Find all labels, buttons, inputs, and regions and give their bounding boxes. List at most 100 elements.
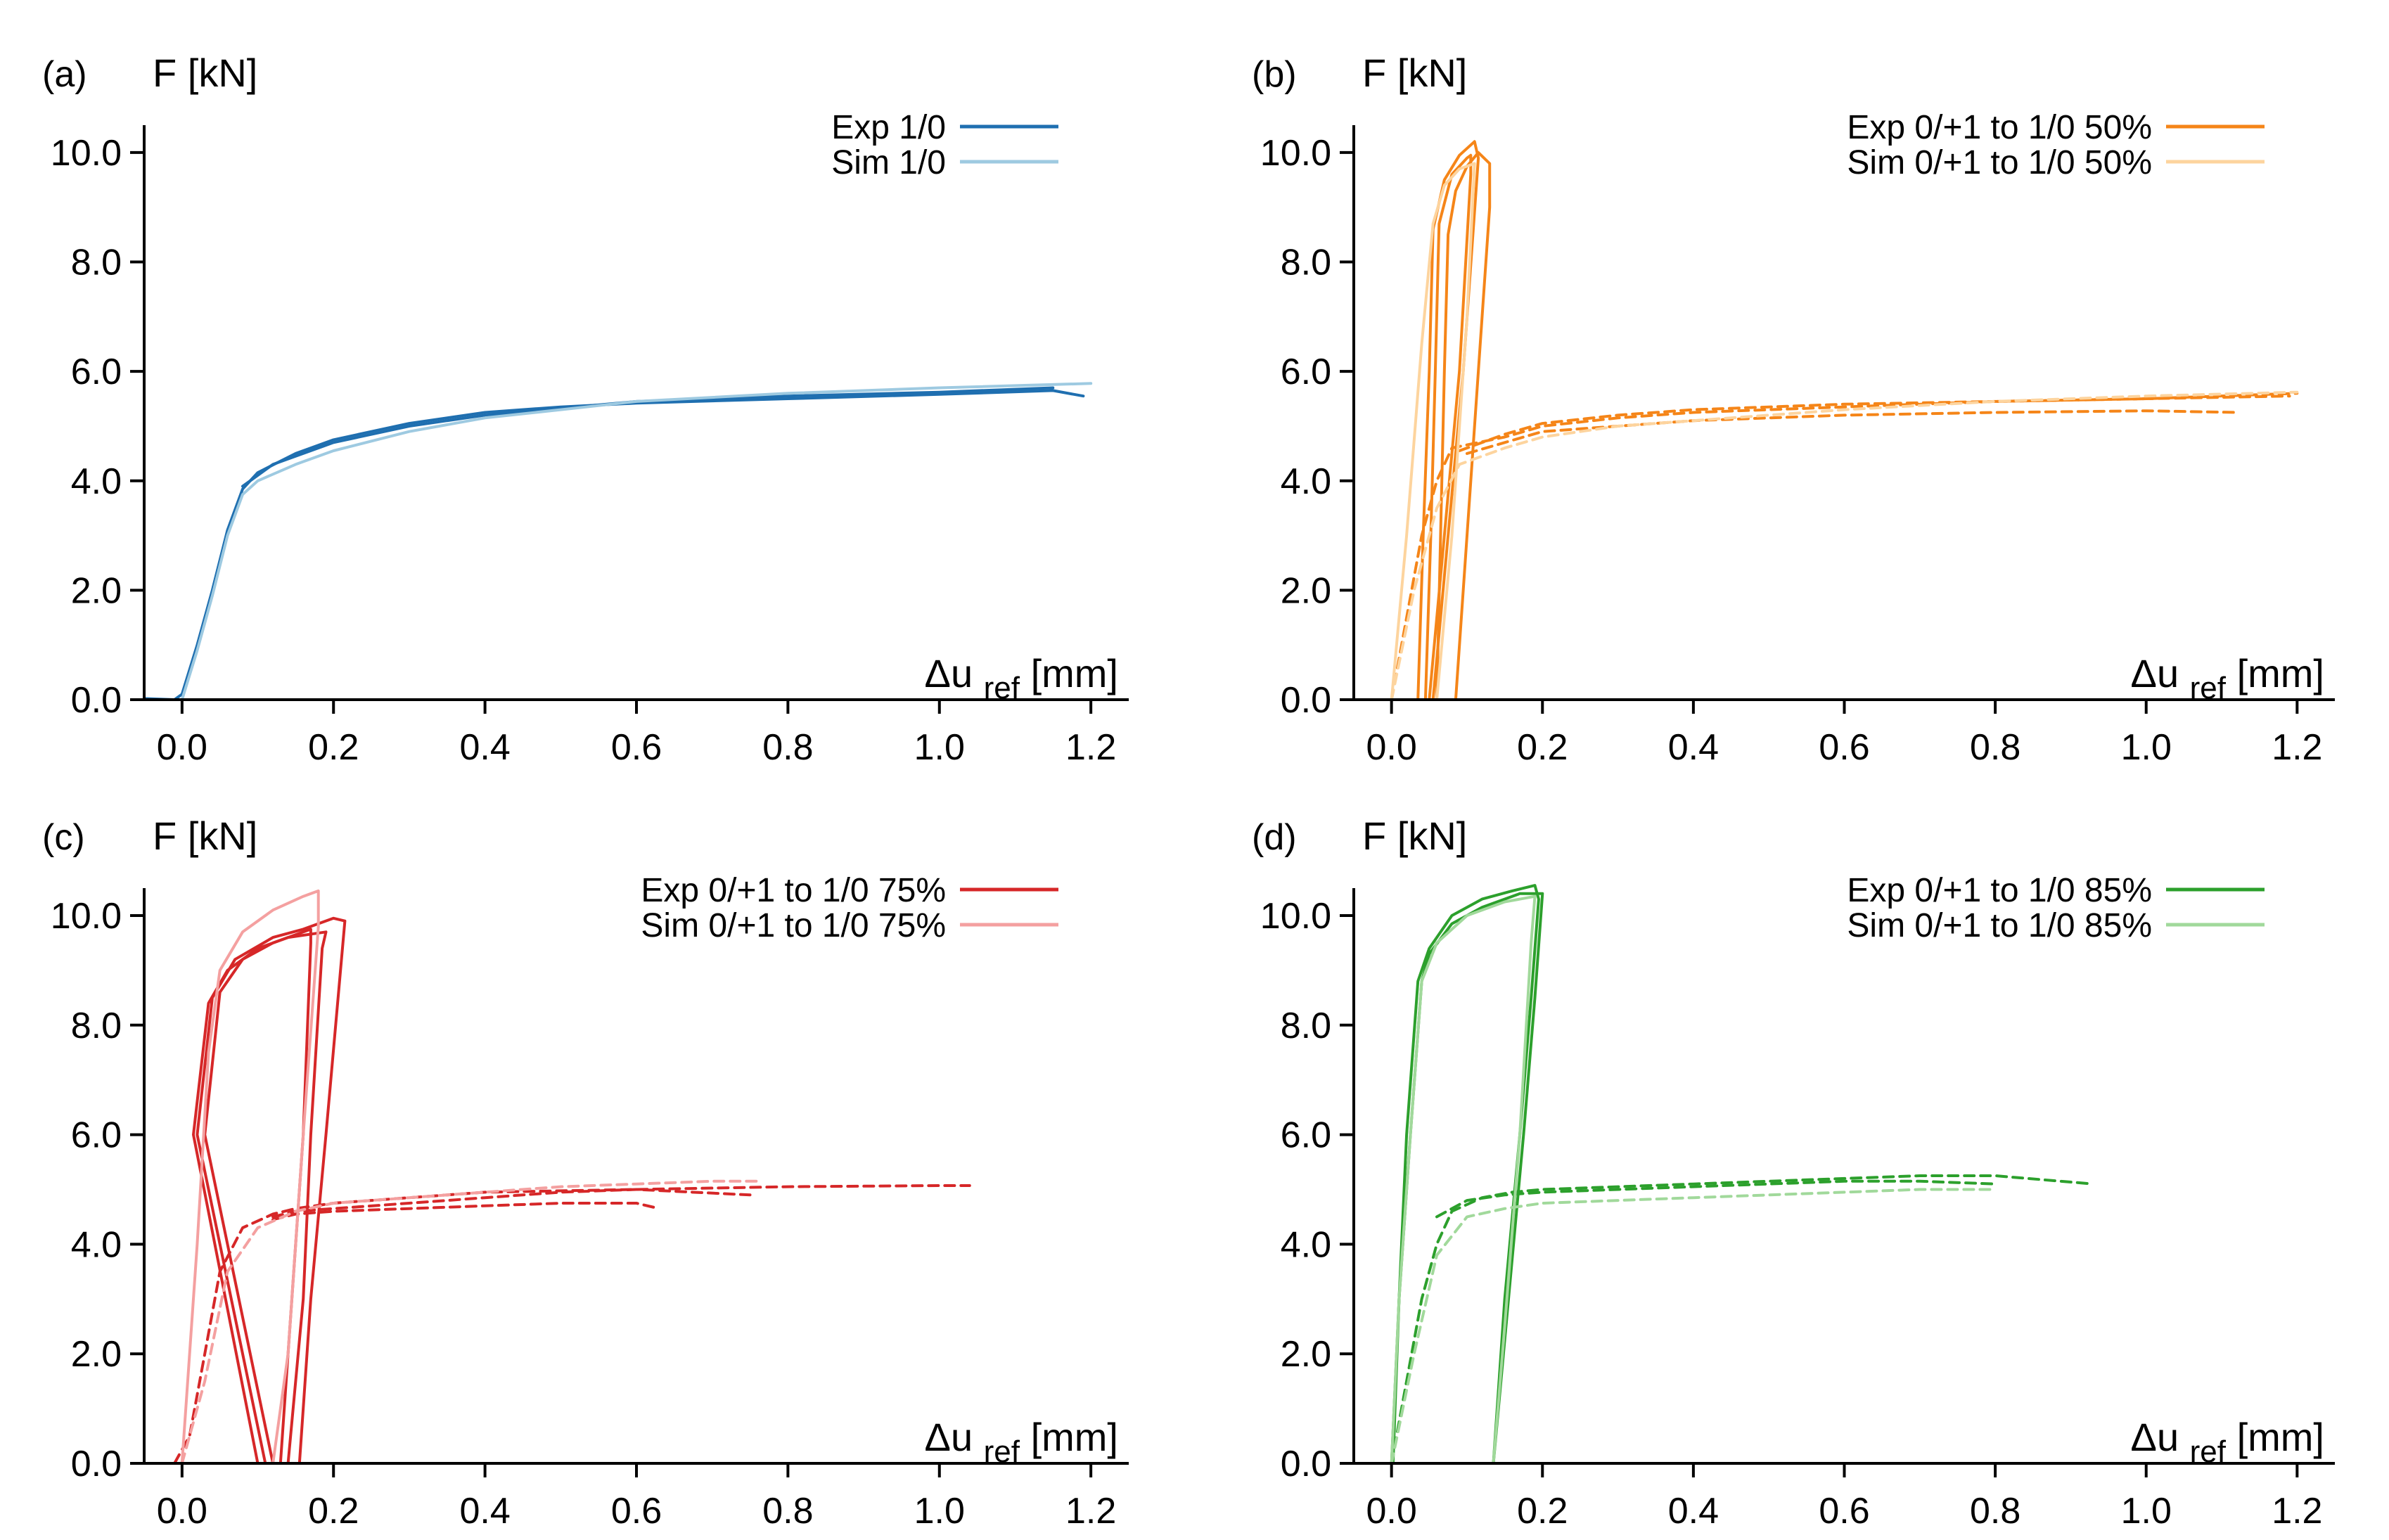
x-axis-title: Δu ref [mm] (2131, 1415, 2324, 1469)
x-tick-label: 1.0 (914, 727, 965, 768)
y-tick-label: 4.0 (1281, 1224, 1331, 1265)
x-axis-title-subscript: ref (2190, 671, 2227, 705)
legend-label: Sim 0/+1 to 1/0 75% (641, 907, 946, 944)
series-line (1390, 162, 1476, 701)
y-axis-title: F [kN] (153, 51, 257, 95)
y-axis-title: F [kN] (153, 814, 257, 858)
series-line (196, 916, 347, 1465)
legend-label: Exp 0/+1 to 1/0 50% (1847, 109, 2152, 146)
y-tick-label: 2.0 (71, 1334, 122, 1375)
legend-label: Exp 0/+1 to 1/0 85% (1847, 872, 2152, 909)
y-tick-label: 6.0 (1281, 352, 1331, 392)
x-tick-label: 0.8 (762, 727, 813, 768)
series-line (180, 889, 320, 1465)
x-tick-label: 0.8 (1970, 727, 2020, 768)
x-axis-title: Δu ref [mm] (2131, 651, 2324, 705)
x-tick-label: 0.0 (157, 1491, 207, 1532)
y-axis-title: F [kN] (1362, 814, 1467, 858)
x-axis-title-main: Δu (2131, 1415, 2190, 1459)
series-group (173, 889, 971, 1465)
series-line (1390, 394, 2291, 701)
y-tick-label: 8.0 (71, 1006, 122, 1046)
y-tick-label: 6.0 (1281, 1115, 1331, 1156)
panel-label: (d) (1252, 817, 1297, 858)
x-axis-title: Δu ref [mm] (925, 651, 1118, 705)
x-tick-label: 0.0 (157, 727, 207, 768)
y-tick-label: 0.0 (1281, 680, 1331, 721)
x-axis-title-unit: [mm] (1020, 1415, 1118, 1459)
y-tick-label: 2.0 (1281, 570, 1331, 611)
x-tick-label: 1.0 (2121, 727, 2172, 768)
y-tick-label: 8.0 (1281, 1006, 1331, 1046)
x-tick-label: 0.4 (459, 1491, 510, 1532)
series-line (180, 1179, 760, 1465)
panel-label: (c) (42, 817, 85, 858)
x-axis-title-unit: [mm] (2226, 651, 2324, 695)
panel-c: 0.0 2.0 4.0 6.0 8.0 10.0 0.0 0.2 0.4 0.6 0.8 1.0 1.2… (42, 814, 1129, 1532)
x-axis-title: Δu ref [mm] (925, 1415, 1118, 1469)
panel-label: (a) (42, 54, 87, 95)
x-tick-label: 1.2 (2272, 1491, 2322, 1532)
series-line (1390, 894, 1537, 1465)
legend-label: Exp 0/+1 to 1/0 75% (641, 872, 946, 909)
x-tick-label: 0.0 (1366, 727, 1417, 768)
series-line (192, 930, 328, 1465)
x-tick-label: 1.0 (2121, 1491, 2172, 1532)
y-tick-label: 8.0 (71, 243, 122, 283)
y-tick-label: 10.0 (1260, 133, 1331, 174)
series-line (1390, 390, 2299, 701)
x-tick-label: 1.2 (2272, 727, 2322, 768)
series-line (241, 386, 1055, 488)
y-tick-label: 6.0 (71, 352, 122, 392)
series-group (143, 382, 1093, 701)
y-tick-label: 10.0 (1260, 896, 1331, 937)
y-tick-label: 8.0 (1281, 243, 1331, 283)
x-tick-label: 0.0 (1366, 1491, 1417, 1532)
x-tick-label: 0.6 (1819, 727, 1869, 768)
x-tick-label: 1.2 (1065, 727, 1116, 768)
x-tick-label: 1.2 (1065, 1491, 1116, 1532)
y-tick-label: 4.0 (71, 1224, 122, 1265)
series-line (180, 382, 1093, 701)
x-tick-label: 0.6 (611, 1491, 662, 1532)
x-tick-label: 0.6 (611, 727, 662, 768)
x-axis-title-subscript: ref (2190, 1435, 2227, 1469)
panel-d: 0.0 2.0 4.0 6.0 8.0 10.0 0.0 0.2 0.4 0.6 0.8 1.0 1.2… (1252, 814, 2335, 1532)
series-line (1391, 892, 1544, 1465)
legend: Exp 0/+1 to 1/0 75%Sim 0/+1 to 1/0 75% (641, 872, 1058, 944)
x-axis-title-unit: [mm] (1020, 651, 1118, 695)
legend: Exp 0/+1 to 1/0 50%Sim 0/+1 to 1/0 50% (1847, 109, 2265, 181)
x-tick-label: 0.2 (308, 1491, 359, 1532)
y-axis-title: F [kN] (1362, 51, 1467, 95)
legend-label: Sim 0/+1 to 1/0 50% (1847, 144, 2152, 181)
series-line (143, 389, 1085, 701)
series-line (1390, 1188, 1997, 1465)
legend-label: Exp 1/0 (831, 109, 946, 146)
x-tick-label: 0.4 (1668, 1491, 1719, 1532)
x-axis-title-subscript: ref (984, 671, 1020, 705)
y-tick-label: 0.0 (71, 1444, 122, 1484)
series-line (1390, 884, 1540, 1465)
x-tick-label: 0.4 (459, 727, 510, 768)
y-tick-label: 6.0 (71, 1115, 122, 1156)
y-tick-label: 10.0 (51, 896, 122, 937)
x-axis-title-main: Δu (2131, 651, 2190, 695)
y-tick-label: 4.0 (71, 461, 122, 502)
x-tick-label: 0.6 (1819, 1491, 1869, 1532)
x-tick-label: 0.2 (1517, 727, 1568, 768)
series-line (1390, 1174, 2095, 1465)
x-tick-label: 1.0 (914, 1491, 965, 1532)
x-axis-title-main: Δu (925, 651, 984, 695)
series-line (1423, 153, 1473, 701)
y-tick-label: 0.0 (71, 680, 122, 721)
legend-label: Sim 1/0 (831, 144, 946, 181)
x-tick-label: 0.2 (1517, 1491, 1568, 1532)
y-tick-label: 4.0 (1281, 461, 1331, 502)
panel-b: 0.0 2.0 4.0 6.0 8.0 10.0 0.0 0.2 0.4 0.6 0.8 1.0 1.2… (1252, 51, 2335, 768)
y-tick-label: 0.0 (1281, 1444, 1331, 1484)
x-tick-label: 0.8 (762, 1491, 813, 1532)
y-tick-label: 10.0 (51, 133, 122, 174)
x-axis-title-main: Δu (925, 1415, 984, 1459)
